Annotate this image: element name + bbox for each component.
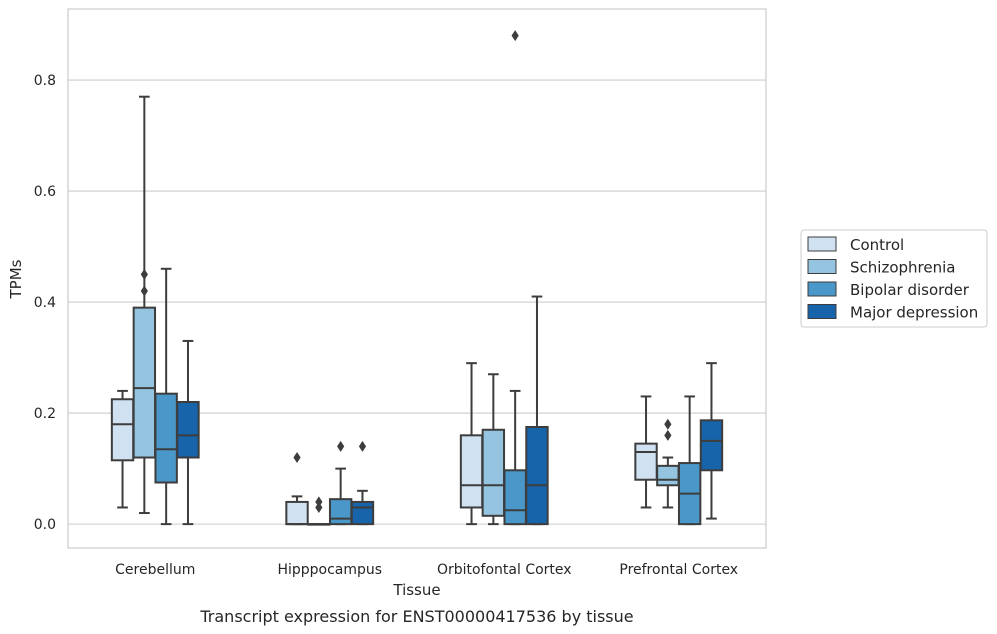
box-iqr — [525, 425, 549, 526]
chart-caption: Transcript expression for ENST0000041753… — [199, 607, 633, 626]
box-orbitofontal-cortex — [481, 373, 506, 526]
box-series — [110, 30, 724, 526]
box-cerebellum — [176, 339, 200, 526]
box-iqr — [634, 442, 658, 481]
box-iqr — [328, 498, 353, 526]
outlier-point — [511, 30, 519, 42]
box-hipppocampus — [350, 440, 375, 526]
box-prefrontal-cortex — [699, 362, 724, 520]
box-hipppocampus — [285, 452, 309, 526]
outlier-point — [664, 429, 672, 441]
outlier-point — [664, 418, 672, 430]
x-tick-label: Prefrontal Cortex — [619, 562, 738, 578]
y-tick-label: 0.4 — [34, 295, 56, 311]
y-tick-label: 0.8 — [34, 73, 56, 89]
box-hipppocampus — [328, 440, 353, 526]
box-iqr — [699, 419, 724, 472]
box-iqr — [110, 398, 135, 462]
legend-label: Major depression — [850, 304, 978, 322]
box-iqr — [132, 306, 157, 459]
box-iqr — [176, 401, 200, 459]
box-iqr — [285, 500, 309, 526]
box-cerebellum — [110, 389, 135, 509]
x-tick-label: Hipppocampus — [277, 562, 382, 578]
box-iqr — [656, 464, 680, 487]
legend-label: Schizophrenia — [850, 259, 955, 277]
box-prefrontal-cortex — [656, 418, 680, 509]
legend-swatch — [807, 236, 837, 252]
outlier-point — [140, 285, 148, 297]
box-iqr — [459, 434, 484, 509]
box-iqr — [350, 500, 375, 526]
series-group — [110, 362, 658, 526]
series-group — [176, 295, 724, 526]
x-tick-label: Cerebellum — [115, 562, 195, 578]
box-iqr — [154, 392, 178, 484]
legend: Control Schizophrenia Bipolar disorder Majo… — [800, 229, 988, 328]
box-iqr — [481, 428, 506, 517]
box-orbitofontal-cortex — [503, 30, 527, 526]
y-axis-ticks: 0.0 0.2 0.4 0.6 0.8 — [34, 73, 56, 533]
legend-swatch — [807, 281, 837, 297]
box-orbitofontal-cortex — [525, 295, 549, 526]
legend-swatch — [807, 259, 837, 274]
legend-frame — [800, 229, 988, 328]
outlier-point — [315, 496, 323, 508]
box-cerebellum — [154, 267, 178, 526]
box-prefrontal-cortex — [677, 395, 702, 526]
outlier-point — [337, 440, 345, 452]
box-iqr — [503, 469, 527, 526]
x-axis-title: Tissue — [392, 581, 440, 599]
outlier-point — [315, 501, 323, 513]
outlier-point — [140, 268, 148, 280]
y-tick-label: 0.0 — [34, 517, 56, 533]
y-tick-label: 0.2 — [34, 406, 56, 422]
legend-swatch — [807, 304, 837, 319]
box-cerebellum — [132, 95, 157, 515]
y-axis-title: TPMs — [7, 259, 25, 299]
outlier-point — [358, 440, 367, 452]
outlier-point — [293, 452, 301, 464]
legend-label: Bipolar disorder — [850, 281, 970, 299]
legend-label: Control — [850, 236, 904, 254]
box-orbitofontal-cortex — [459, 362, 484, 526]
series-group — [132, 95, 680, 526]
x-tick-label: Orbitofontal Cortex — [437, 562, 572, 578]
x-axis-ticks: Cerebellum Hipppocampus Orbitofontal Corte… — [115, 562, 738, 578]
series-group — [154, 30, 702, 526]
box-prefrontal-cortex — [634, 395, 658, 509]
y-tick-label: 0.6 — [34, 184, 56, 200]
